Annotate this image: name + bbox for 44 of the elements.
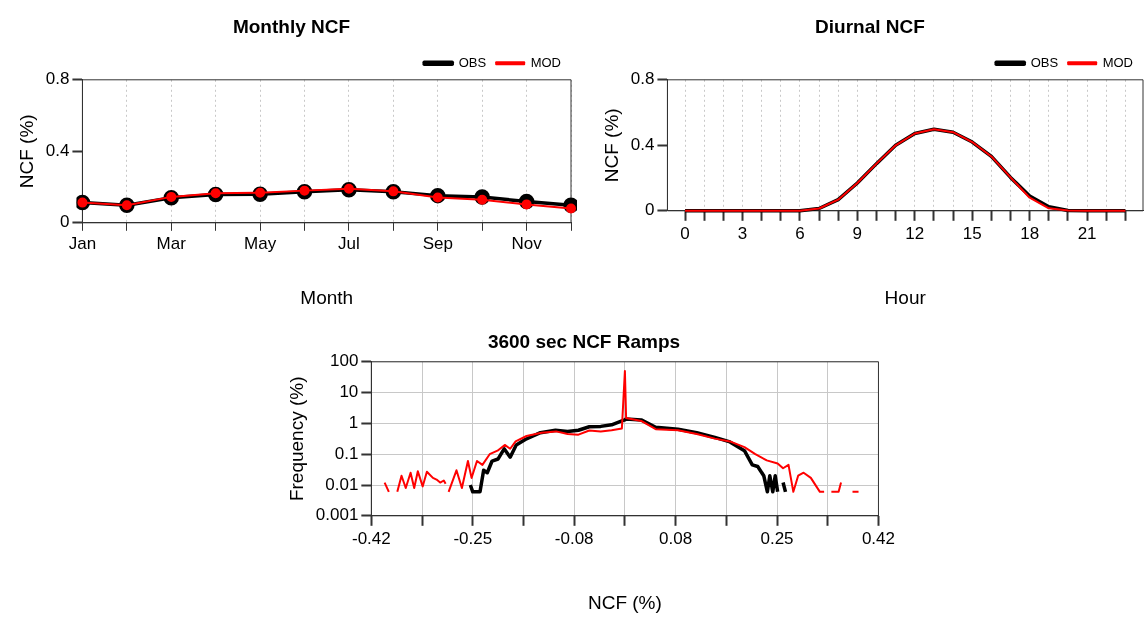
x-tick-label: Nov [511, 233, 543, 253]
x-tick-label: 15 [962, 223, 982, 243]
x-tick-label: 0.25 [760, 528, 794, 548]
y-tick-label: 0.1 [334, 443, 359, 463]
y-tick-label: 1 [348, 413, 359, 433]
x-tick-label: 0.08 [659, 528, 693, 548]
y-tick-label: 0.8 [630, 69, 655, 89]
y-tick-label: 10 [339, 382, 359, 402]
x-axis-title: NCF (%) [587, 591, 662, 613]
x-tick-label: 12 [905, 223, 925, 243]
chart-title: Monthly NCF [232, 15, 351, 37]
y-tick-label: 0.001 [315, 505, 359, 525]
x-tick-label: 0 [680, 223, 690, 243]
x-tick-label: 6 [795, 223, 805, 243]
x-axis-title: Month [300, 286, 354, 308]
legend-label: MOD [1102, 54, 1134, 70]
x-tick-label: Jan [68, 233, 97, 253]
x-tick-label: 9 [852, 223, 863, 243]
x-tick-label: 0.42 [861, 528, 895, 548]
x-tick-label: 21 [1077, 223, 1097, 243]
x-tick-label: Sep [422, 233, 453, 253]
x-tick-label: -0.08 [554, 528, 594, 548]
y-tick-label: 0.4 [630, 134, 655, 154]
legend-label: MOD [530, 54, 562, 70]
y-axis-title: Frequency (%) [285, 376, 307, 502]
y-tick-label: 0.4 [45, 140, 70, 160]
chart-title: Diurnal NCF [815, 15, 925, 37]
x-tick-label: 3 [737, 223, 748, 243]
chart-title: 3600 sec NCF Ramps [487, 330, 681, 352]
legend-label: OBS [458, 54, 487, 70]
x-tick-label: Jul [338, 233, 360, 253]
x-axis-title: Hour [884, 286, 927, 308]
y-axis-title: NCF (%) [15, 114, 37, 189]
x-tick-label: Mar [156, 233, 187, 253]
y-tick-label: 0 [644, 200, 655, 220]
y-tick-label: 100 [329, 351, 359, 371]
x-tick-label: -0.25 [453, 528, 493, 548]
x-tick-label: May [244, 233, 277, 253]
legend-label: OBS [1030, 54, 1059, 70]
y-tick-label: 0.01 [325, 474, 359, 494]
y-tick-label: 0.8 [45, 69, 70, 89]
x-tick-label: 18 [1020, 223, 1040, 243]
x-tick-label: -0.42 [351, 528, 391, 548]
y-axis-title: NCF (%) [600, 108, 622, 183]
